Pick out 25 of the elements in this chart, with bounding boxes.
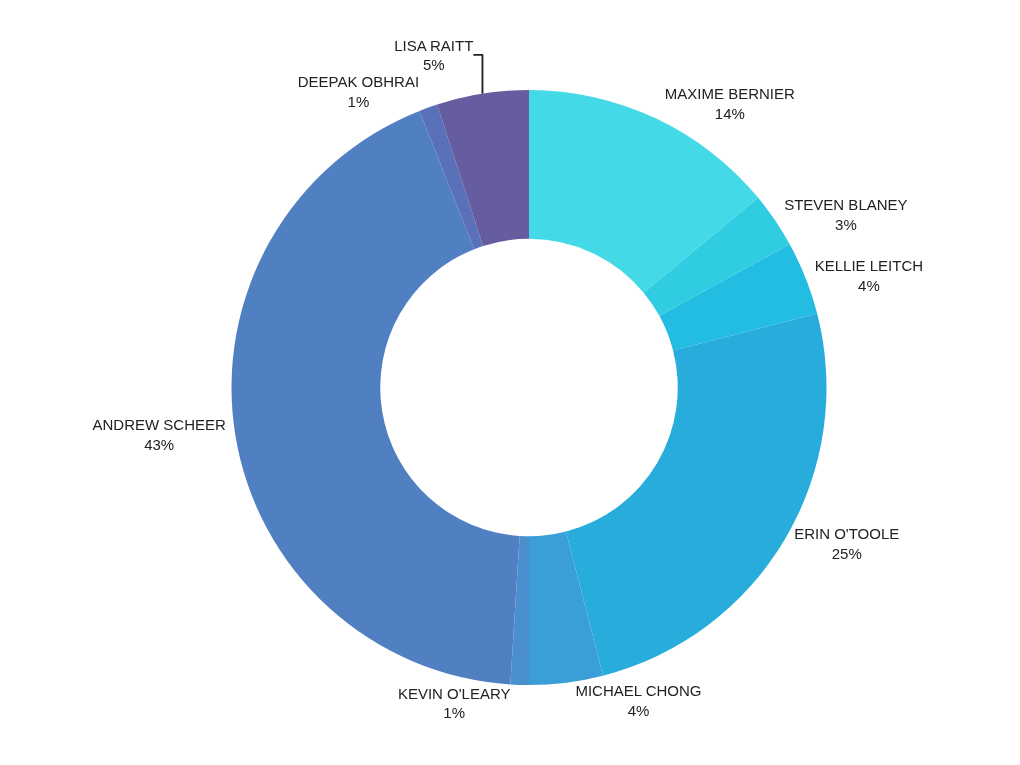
slice-label: ERIN O'TOOLE (794, 525, 900, 543)
data-label: 3% (835, 215, 857, 233)
slice-label: LISA RAITT (394, 36, 474, 54)
donut-slice (231, 110, 520, 685)
donut-slice (659, 244, 818, 351)
data-label: 14% (714, 104, 745, 122)
data-label: 43% (144, 435, 175, 453)
donut-slice (437, 90, 529, 247)
slice-label: STEVEN BLANEY (784, 196, 908, 214)
data-label: 5% (422, 56, 445, 74)
slice-label: MICHAEL CHONG (575, 682, 702, 700)
data-label: 1% (347, 92, 370, 110)
data-label: 1% (443, 704, 466, 722)
data-label: 4% (858, 276, 880, 294)
slice-label: KELLIE LEITCH (814, 257, 924, 275)
donut-slice (419, 104, 484, 250)
data-label: 25% (831, 544, 862, 562)
slice-label: DEEPAK OBHRAI (297, 73, 420, 91)
donut-slice (529, 531, 603, 685)
donut-slice (510, 535, 529, 685)
slice-label: ANDREW SCHEER (92, 416, 227, 434)
slice-label: MAXIME BERNIER (664, 85, 795, 103)
data-label: 4% (627, 701, 650, 719)
donut-slice (565, 313, 827, 676)
slice-label: KEVIN O'LEARY (397, 684, 511, 702)
